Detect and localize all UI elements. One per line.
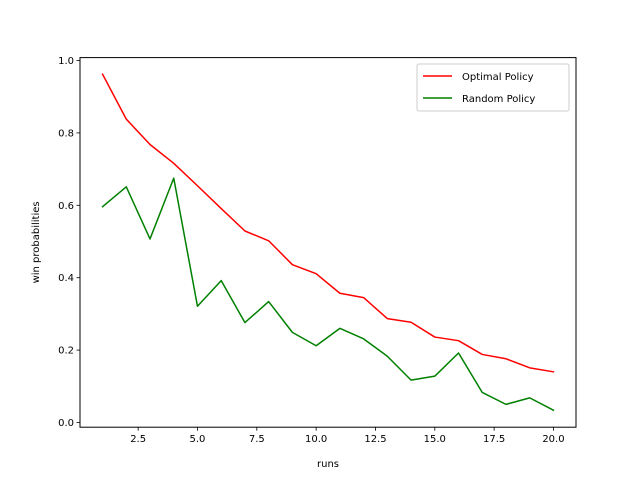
x-tick-label: 15.0 [424, 434, 446, 445]
y-axis-label: win probabilities [31, 201, 42, 283]
series-line-random-policy [101, 177, 555, 412]
x-tick-label: 12.5 [364, 434, 386, 445]
y-tick-label: 0.2 [58, 346, 74, 357]
y-axis: 0.0 0.2 0.4 0.6 0.8 1.0 [58, 56, 80, 429]
x-axis: 2.5 5.0 7.5 10.0 12.5 15.0 17.5 20.0 [130, 427, 565, 445]
legend-label-random-policy: Random Policy [462, 94, 535, 105]
y-tick-label: 1.0 [58, 56, 74, 67]
y-tick-label: 0.0 [58, 418, 74, 429]
legend: Optimal Policy Random Policy [416, 63, 570, 112]
x-tick-label: 5.0 [190, 434, 206, 445]
y-tick-label: 0.6 [58, 201, 74, 212]
axes-frame [79, 57, 577, 428]
x-tick-label: 7.5 [249, 434, 265, 445]
x-axis-label: runs [317, 459, 339, 470]
series-line-optimal-policy [101, 73, 555, 373]
legend-label-optimal-policy: Optimal Policy [462, 72, 534, 83]
plot-area [101, 73, 555, 412]
x-tick-label: 10.0 [305, 434, 327, 445]
legend-box [416, 63, 570, 112]
y-tick-label: 0.8 [58, 128, 74, 139]
y-tick-label: 0.4 [58, 273, 74, 284]
x-tick-label: 2.5 [130, 434, 146, 445]
x-tick-label: 17.5 [483, 434, 505, 445]
x-tick-label: 20.0 [542, 434, 564, 445]
